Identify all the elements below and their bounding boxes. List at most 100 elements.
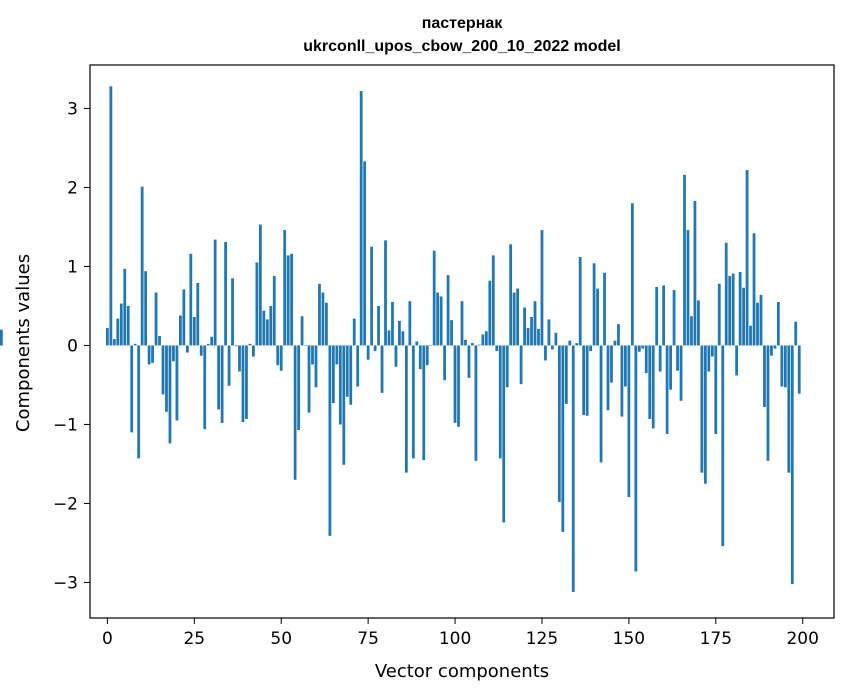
bar-46	[265, 319, 269, 346]
bar-161	[665, 345, 669, 434]
bar-87	[408, 301, 412, 346]
bar-31	[213, 239, 217, 346]
bar-154	[641, 345, 645, 349]
bar-74	[363, 161, 367, 346]
x-tick-label: 175	[700, 629, 732, 649]
bar-139	[589, 345, 593, 351]
bar-13	[151, 345, 154, 363]
bar-182	[738, 271, 742, 346]
bar-121	[526, 328, 530, 346]
chart-subtitle: ukrconll_upos_cbow_200_10_2022 model	[303, 38, 620, 55]
bar-169	[693, 200, 697, 346]
bar-92	[425, 345, 429, 366]
bar-112	[495, 345, 499, 351]
bar-110	[488, 280, 492, 346]
bars-group	[0, 86, 801, 592]
y-axis-ticks: −3 −2 −1 0 1 2 3	[53, 99, 90, 593]
bar-41	[248, 343, 252, 346]
bar-76	[370, 246, 373, 346]
bar-157	[651, 345, 655, 429]
bar-176	[717, 283, 721, 346]
bar-147	[617, 324, 620, 346]
bar-162	[669, 345, 672, 390]
bar-58	[307, 345, 311, 413]
bar-18	[168, 345, 172, 444]
bar-188	[759, 294, 763, 346]
bar-123	[533, 301, 537, 346]
bar-47	[269, 305, 273, 346]
bar-180	[731, 273, 735, 346]
bar-78	[377, 305, 380, 346]
bar-144	[606, 345, 610, 411]
bar-137	[582, 345, 586, 415]
bar-150	[627, 345, 631, 498]
bar-158	[655, 286, 659, 346]
bar-113	[498, 345, 502, 459]
bar-156	[648, 345, 652, 419]
bar-165	[679, 345, 683, 401]
bar-141	[596, 288, 599, 346]
bar-7	[130, 345, 134, 433]
bar-189	[763, 345, 766, 408]
bar-14	[154, 292, 158, 346]
bar-72	[356, 345, 360, 387]
x-tick-label: 0	[102, 629, 113, 649]
bar-75	[366, 345, 370, 360]
bar-106	[474, 345, 478, 461]
bar-179	[728, 275, 732, 346]
bar-183	[742, 287, 745, 346]
bar-11	[144, 271, 148, 346]
bar-33	[220, 345, 224, 423]
bar-43	[255, 262, 259, 346]
bar-22	[182, 289, 186, 346]
bar-48	[272, 275, 276, 346]
bar-195	[783, 345, 787, 388]
bar-128	[551, 345, 554, 350]
bar-40	[245, 345, 248, 419]
bar-174	[710, 345, 714, 357]
bar-166	[683, 174, 686, 346]
bar-69	[345, 345, 349, 397]
bar-160	[662, 285, 666, 346]
bar-82	[391, 302, 394, 346]
bar-23	[185, 345, 189, 353]
y-tick-label: 3	[67, 99, 78, 119]
bar-181	[735, 345, 739, 376]
bar-132	[564, 345, 568, 404]
bar-90	[418, 345, 422, 370]
bar-163	[672, 290, 676, 346]
bar-192	[773, 345, 777, 349]
bar-94	[432, 250, 436, 346]
x-tick-label: 75	[357, 629, 379, 649]
bar-30	[210, 336, 214, 346]
x-tick-label: 25	[183, 629, 205, 649]
bar-53	[290, 253, 294, 346]
bar-54	[293, 345, 297, 480]
bar-20	[175, 345, 179, 421]
bar-172	[703, 345, 707, 484]
bar-45	[262, 310, 266, 346]
bar-167	[686, 230, 690, 346]
bar-12	[147, 345, 151, 365]
bar-119	[519, 345, 523, 385]
bar-3	[116, 318, 120, 346]
bar-56	[300, 316, 304, 346]
bar-171	[700, 345, 704, 473]
bar-109	[484, 331, 488, 346]
bar-148	[620, 345, 624, 417]
bar-36	[231, 278, 234, 346]
bar-143	[603, 272, 606, 346]
bar-124	[537, 328, 540, 346]
bar-146	[613, 340, 617, 346]
bar-138	[585, 345, 589, 416]
bar-105	[471, 343, 474, 346]
x-tick-label: 50	[270, 629, 292, 649]
bar-15	[158, 335, 161, 346]
x-axis-ticks: 0 25 50 75 100 125 150 175 200	[102, 618, 819, 649]
bar-125	[540, 230, 544, 346]
bar-120	[523, 307, 526, 346]
y-tick-label: 0	[67, 336, 78, 356]
bar-196	[787, 345, 791, 473]
bar-61	[318, 283, 321, 346]
